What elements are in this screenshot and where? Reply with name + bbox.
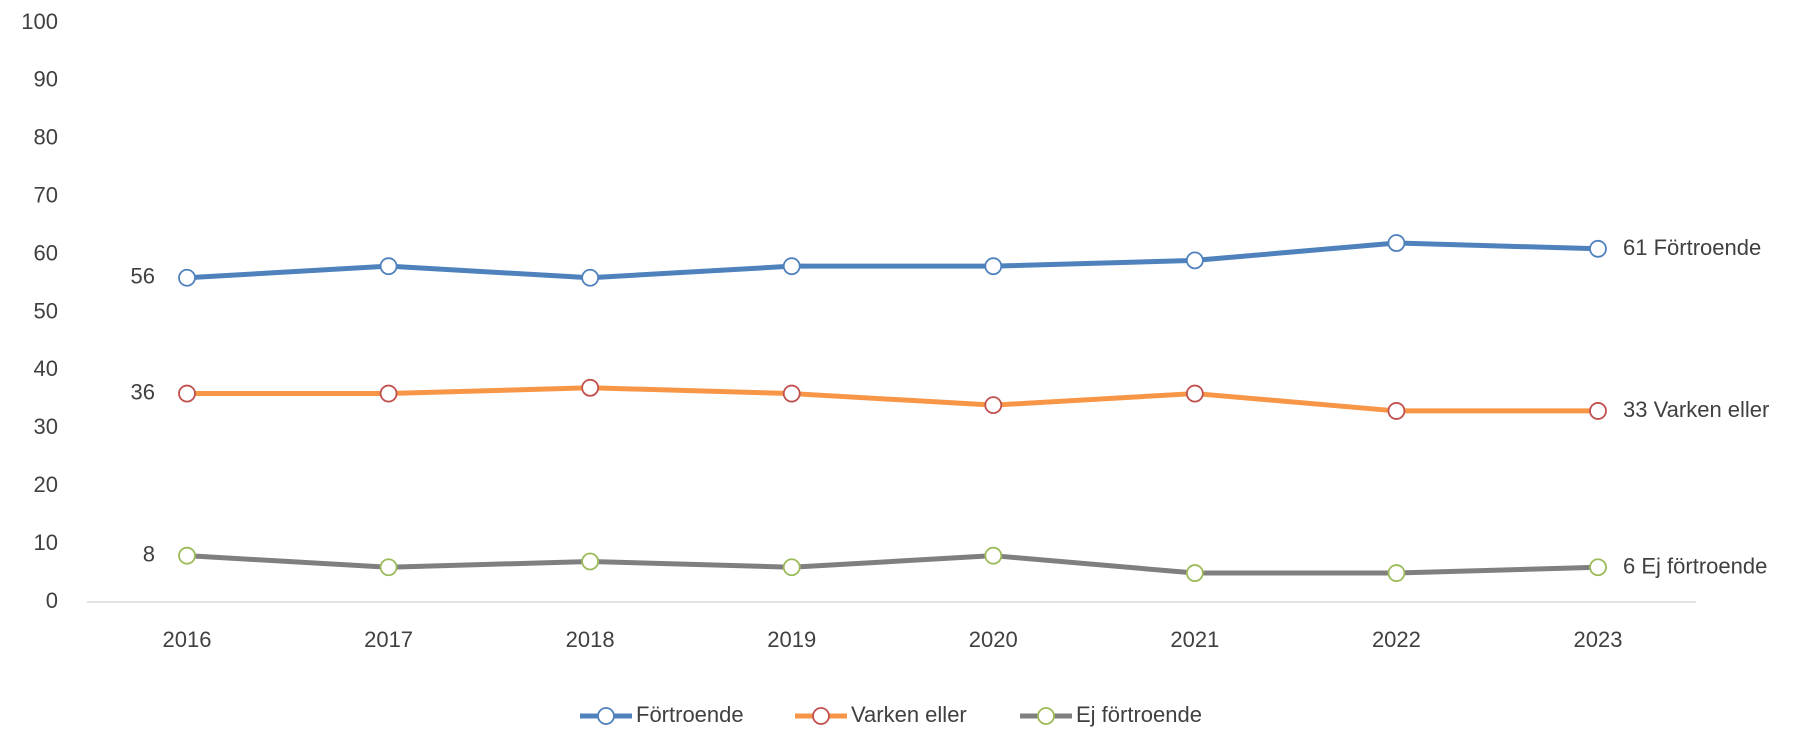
marker	[984, 546, 1003, 565]
y-tick-label: 30	[34, 414, 58, 439]
marker	[581, 378, 600, 397]
series-label: Förtroende	[1654, 235, 1762, 260]
marker	[1589, 558, 1607, 577]
series-label: Varken eller	[1654, 397, 1770, 422]
data-label: 33	[1623, 397, 1647, 422]
x-tick-label: 2017	[364, 627, 413, 652]
y-tick-label: 20	[34, 472, 58, 497]
marker	[1589, 239, 1607, 258]
legend-marker	[1037, 707, 1055, 725]
y-tick-label: 60	[34, 240, 58, 265]
y-tick-label: 40	[34, 356, 58, 381]
marker	[581, 552, 600, 571]
y-tick-label: 90	[34, 67, 58, 92]
x-tick-label: 2022	[1372, 627, 1421, 652]
marker	[782, 384, 801, 403]
series-line	[186, 553, 1599, 576]
legend-marker	[812, 707, 830, 725]
marker	[178, 546, 196, 565]
legend-label: Varken eller	[851, 702, 967, 727]
marker	[379, 558, 398, 577]
data-label: 61	[1623, 235, 1647, 260]
y-tick-label: 80	[34, 125, 58, 150]
x-tick-label: 2020	[969, 627, 1018, 652]
y-tick-label: 70	[34, 183, 58, 208]
x-tick-label: 2019	[767, 627, 816, 652]
marker	[178, 268, 196, 287]
series-label: Ej förtroende	[1641, 553, 1767, 578]
marker	[1185, 564, 1204, 582]
marker	[984, 396, 1003, 415]
series-line	[186, 240, 1599, 281]
y-tick-label: 100	[21, 9, 58, 34]
marker	[178, 384, 196, 403]
y-tick-label: 50	[34, 298, 58, 323]
x-tick-label: 2021	[1170, 627, 1219, 652]
data-label: 56	[131, 264, 155, 289]
end-label: 33 Varken eller	[1623, 397, 1769, 422]
series-line	[187, 385, 1598, 414]
marker	[1589, 402, 1607, 420]
x-tick-label: 2016	[163, 627, 212, 652]
legend-marker	[597, 707, 615, 725]
end-label: 61 Förtroende	[1623, 235, 1761, 260]
legend-label: Ej förtroende	[1076, 702, 1202, 727]
y-tick-label: 0	[46, 588, 58, 613]
end-label: 6 Ej förtroende	[1623, 553, 1767, 578]
marker	[782, 558, 801, 577]
y-tick-label: 10	[34, 530, 58, 555]
legend-label: Förtroende	[636, 702, 744, 727]
marker	[379, 257, 398, 276]
data-label: 6	[1623, 553, 1635, 578]
marker	[1185, 384, 1204, 403]
marker	[1185, 251, 1204, 270]
x-tick-label: 2023	[1574, 627, 1623, 652]
data-label: 8	[143, 541, 155, 566]
marker	[581, 268, 600, 287]
marker	[1387, 402, 1406, 420]
marker	[379, 384, 398, 403]
marker	[984, 257, 1003, 276]
data-label: 36	[131, 379, 155, 404]
marker	[1387, 564, 1406, 582]
marker	[1387, 234, 1406, 252]
x-tick-label: 2018	[566, 627, 615, 652]
marker	[782, 257, 801, 276]
